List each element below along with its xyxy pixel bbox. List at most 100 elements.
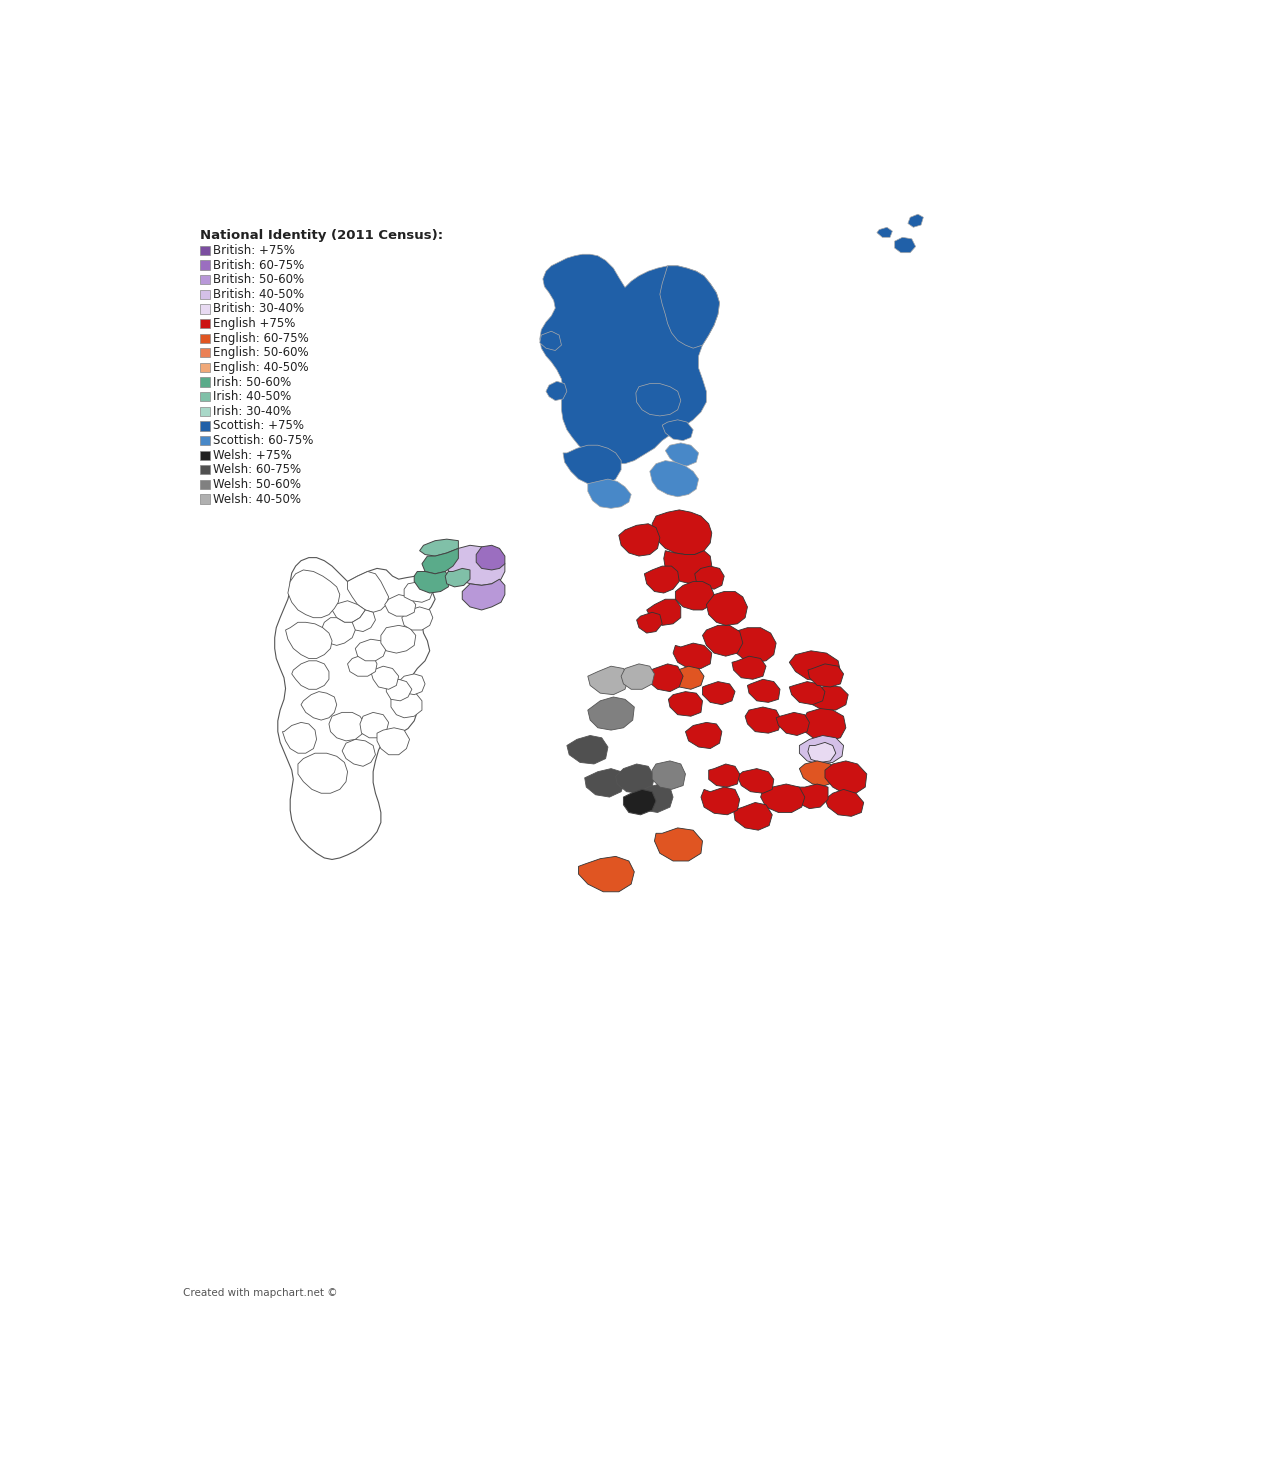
Bar bbox=[200, 436, 210, 445]
Bar bbox=[200, 363, 210, 372]
Polygon shape bbox=[808, 743, 836, 762]
Bar bbox=[200, 406, 210, 417]
Polygon shape bbox=[420, 539, 458, 555]
Polygon shape bbox=[422, 548, 458, 573]
Polygon shape bbox=[668, 691, 703, 716]
Polygon shape bbox=[748, 679, 780, 703]
Text: British: 60-75%: British: 60-75% bbox=[214, 258, 305, 272]
Polygon shape bbox=[669, 666, 704, 690]
Polygon shape bbox=[662, 419, 694, 440]
Polygon shape bbox=[733, 802, 772, 830]
Polygon shape bbox=[730, 628, 776, 662]
Bar bbox=[200, 289, 210, 298]
Polygon shape bbox=[701, 787, 740, 815]
Polygon shape bbox=[673, 642, 712, 669]
Polygon shape bbox=[664, 551, 712, 583]
Bar bbox=[200, 304, 210, 313]
Polygon shape bbox=[567, 736, 608, 764]
Polygon shape bbox=[285, 622, 332, 659]
Bar bbox=[200, 391, 210, 402]
Polygon shape bbox=[636, 613, 662, 634]
Polygon shape bbox=[908, 214, 923, 227]
Bar bbox=[200, 480, 210, 489]
Text: English +75%: English +75% bbox=[214, 318, 296, 329]
Polygon shape bbox=[776, 712, 809, 736]
Text: British: +75%: British: +75% bbox=[214, 244, 296, 257]
Text: Welsh: 50-60%: Welsh: 50-60% bbox=[214, 479, 302, 490]
Polygon shape bbox=[476, 545, 504, 570]
Polygon shape bbox=[809, 685, 849, 710]
Polygon shape bbox=[298, 753, 348, 793]
Polygon shape bbox=[676, 582, 714, 610]
Polygon shape bbox=[801, 709, 846, 741]
Polygon shape bbox=[644, 566, 680, 594]
Polygon shape bbox=[824, 789, 864, 817]
Polygon shape bbox=[636, 384, 681, 417]
Polygon shape bbox=[652, 510, 712, 554]
Polygon shape bbox=[790, 681, 824, 705]
Text: Irish: 30-40%: Irish: 30-40% bbox=[214, 405, 292, 418]
Bar bbox=[200, 319, 210, 328]
Text: British: 50-60%: British: 50-60% bbox=[214, 273, 305, 287]
Polygon shape bbox=[540, 331, 562, 350]
Bar bbox=[200, 378, 210, 387]
Polygon shape bbox=[356, 640, 387, 660]
Text: Welsh: +75%: Welsh: +75% bbox=[214, 449, 292, 462]
Polygon shape bbox=[652, 761, 686, 789]
Text: English: 60-75%: English: 60-75% bbox=[214, 332, 310, 344]
Bar bbox=[200, 349, 210, 357]
Polygon shape bbox=[588, 666, 628, 694]
Polygon shape bbox=[387, 679, 412, 702]
Polygon shape bbox=[585, 768, 625, 798]
Polygon shape bbox=[404, 582, 433, 603]
Polygon shape bbox=[737, 768, 774, 793]
Polygon shape bbox=[288, 570, 339, 617]
Polygon shape bbox=[349, 610, 375, 632]
Polygon shape bbox=[745, 707, 782, 733]
Polygon shape bbox=[415, 572, 451, 594]
Text: Scottish: 60-75%: Scottish: 60-75% bbox=[214, 434, 314, 448]
Polygon shape bbox=[445, 545, 504, 585]
Polygon shape bbox=[895, 238, 915, 253]
Polygon shape bbox=[703, 681, 735, 705]
Bar bbox=[200, 245, 210, 256]
Polygon shape bbox=[618, 524, 660, 555]
Polygon shape bbox=[385, 595, 416, 616]
Polygon shape bbox=[445, 569, 470, 586]
Polygon shape bbox=[621, 663, 654, 690]
Text: English: 50-60%: English: 50-60% bbox=[214, 346, 308, 359]
Polygon shape bbox=[390, 691, 422, 718]
Polygon shape bbox=[654, 829, 703, 861]
Polygon shape bbox=[686, 722, 722, 749]
Text: British: 30-40%: British: 30-40% bbox=[214, 303, 305, 316]
Polygon shape bbox=[877, 227, 892, 238]
Polygon shape bbox=[292, 660, 329, 690]
Polygon shape bbox=[646, 663, 684, 691]
Bar bbox=[200, 260, 210, 270]
Polygon shape bbox=[824, 761, 867, 793]
Polygon shape bbox=[398, 674, 425, 694]
Bar bbox=[200, 465, 210, 474]
Text: Welsh: 40-50%: Welsh: 40-50% bbox=[214, 493, 302, 505]
Polygon shape bbox=[760, 784, 805, 812]
Text: National Identity (2011 Census):: National Identity (2011 Census): bbox=[200, 229, 443, 242]
Polygon shape bbox=[695, 566, 724, 589]
Polygon shape bbox=[800, 761, 838, 786]
Polygon shape bbox=[283, 722, 316, 753]
Polygon shape bbox=[381, 625, 416, 653]
Polygon shape bbox=[709, 764, 740, 787]
Text: Created with mapchart.net ©: Created with mapchart.net © bbox=[183, 1288, 338, 1298]
Polygon shape bbox=[791, 784, 828, 808]
Polygon shape bbox=[588, 479, 631, 508]
Bar bbox=[200, 421, 210, 431]
Polygon shape bbox=[332, 601, 365, 622]
Polygon shape bbox=[790, 651, 841, 681]
Text: Irish: 50-60%: Irish: 50-60% bbox=[214, 375, 292, 388]
Polygon shape bbox=[800, 736, 844, 764]
Polygon shape bbox=[378, 728, 410, 755]
Polygon shape bbox=[563, 445, 621, 486]
Polygon shape bbox=[623, 789, 657, 815]
Polygon shape bbox=[321, 617, 356, 645]
Polygon shape bbox=[402, 607, 433, 631]
Polygon shape bbox=[342, 740, 375, 767]
